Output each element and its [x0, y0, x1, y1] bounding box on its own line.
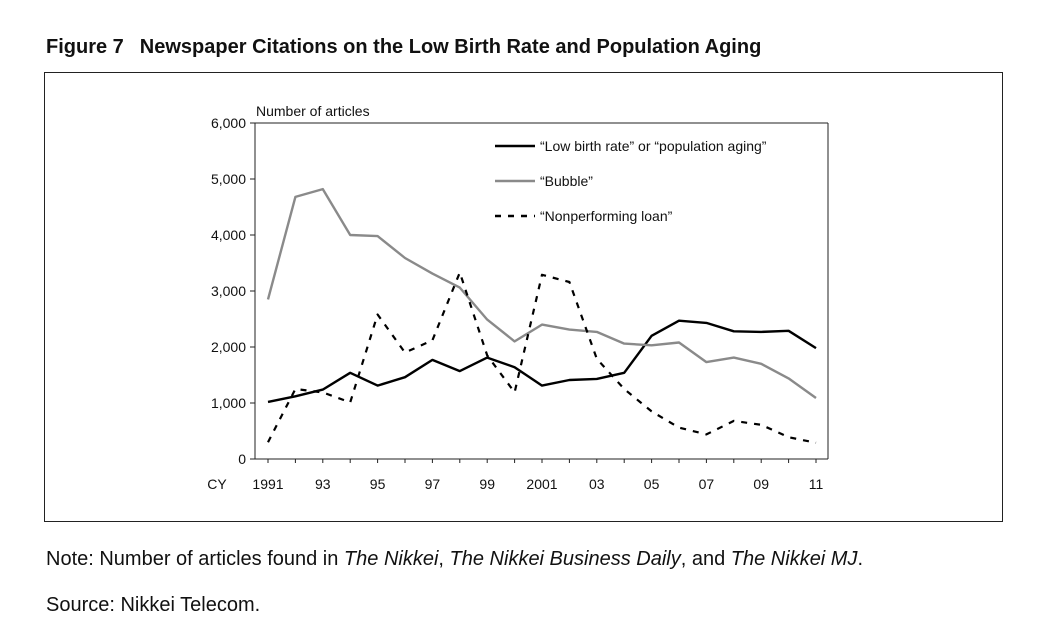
y-tick-label: 4,000: [211, 227, 246, 243]
y-tick-label: 5,000: [211, 171, 246, 187]
note-publication-1: The Nikkei: [343, 548, 439, 570]
x-tick-label: 09: [753, 476, 769, 492]
x-tick-label: 95: [370, 476, 386, 492]
figure-title-text: Newspaper Citations on the Low Birth Rat…: [139, 36, 762, 58]
x-axis-prefix: CY: [207, 476, 227, 492]
y-tick-label: 3,000: [211, 283, 246, 299]
note-prefix: Note: Number of articles found in: [46, 548, 344, 570]
x-tick-label: 03: [589, 476, 605, 492]
chart-frame: [44, 72, 1003, 522]
note-publication-2: The Nikkei Business Daily: [449, 548, 681, 570]
note-suffix: .: [857, 548, 864, 570]
legend-label-2: “Bubble”: [540, 173, 593, 189]
x-tick-label: 93: [315, 476, 331, 492]
line-chart: 0 1,000 2,000 3,000 4,000 5,000 6,000 Number of…: [207, 103, 829, 492]
series-line-1: [267, 319, 817, 404]
y-tick-label: 6,000: [211, 115, 246, 131]
series-line-3: [267, 271, 817, 444]
note-separator-1: ,: [438, 548, 450, 570]
chart-source: Source: Nikkei Telecom.: [46, 594, 261, 616]
legend-label-1: “Low birth rate” or “population aging”: [540, 138, 767, 154]
figure-title: Figure 7 Newspaper Citations on the Low B…: [46, 36, 761, 59]
note-separator-2: , and: [680, 548, 731, 570]
legend-label-3: “Nonperforming loan”: [540, 208, 673, 224]
x-tick-label: 05: [644, 476, 660, 492]
x-tick-label: 07: [699, 476, 715, 492]
y-tick-label: 2,000: [211, 339, 246, 355]
note-publication-3: The Nikkei MJ: [730, 548, 858, 570]
y-tick-label: 1,000: [211, 395, 246, 411]
x-tick-label: 2001: [526, 476, 557, 492]
x-tick-label: 99: [479, 476, 495, 492]
chart-note: Note: Number of articles found in The Ni…: [46, 548, 863, 571]
figure-number: Figure 7: [46, 36, 124, 58]
x-tick-label: 97: [425, 476, 441, 492]
y-tick-label: 0: [238, 451, 246, 467]
y-axis-label: Number of articles: [256, 103, 370, 119]
series-line-2: [266, 187, 817, 399]
x-tick-label: 1991: [252, 476, 283, 492]
x-tick-label: 11: [809, 476, 824, 492]
